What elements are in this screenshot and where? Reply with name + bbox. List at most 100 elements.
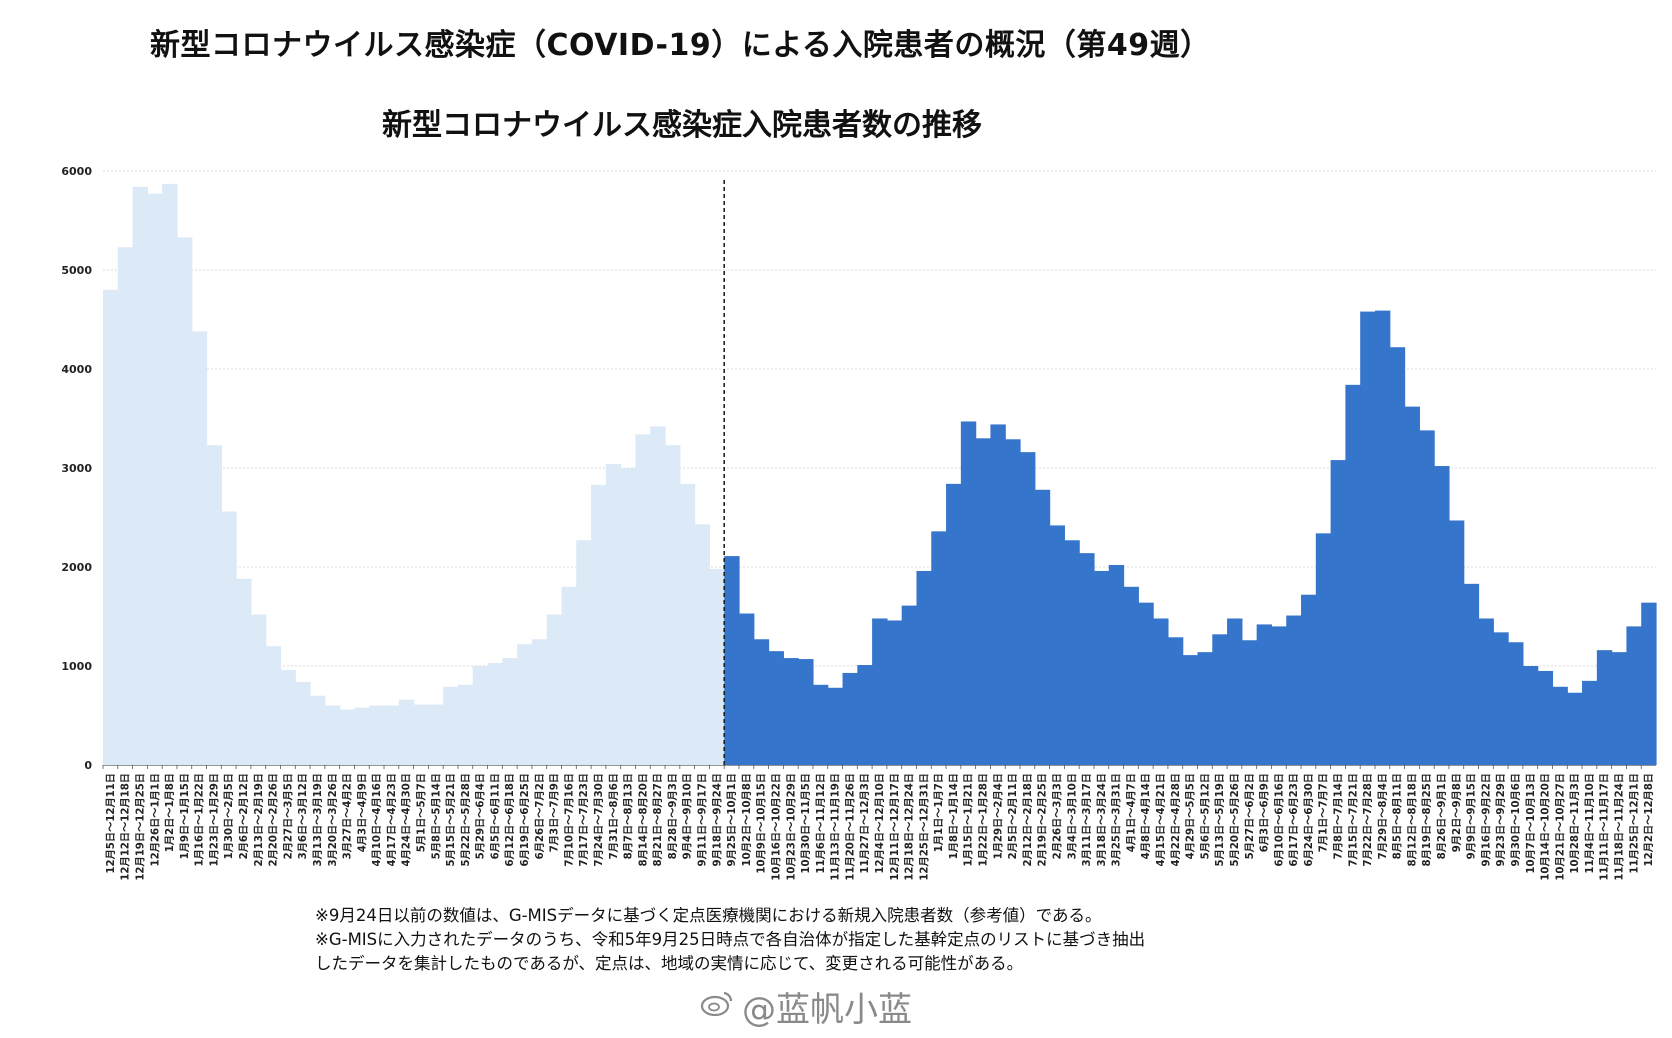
- bar: [502, 658, 518, 765]
- bar: [1123, 586, 1139, 765]
- x-tick-label: 3月4日〜3月10日: [1066, 773, 1078, 859]
- bar: [117, 247, 134, 766]
- x-tick-label: 11月13日〜11月19日: [830, 773, 842, 881]
- x-tick-label: 3月27日〜4月2日: [342, 773, 354, 859]
- bar: [783, 658, 799, 765]
- x-tick-label: 3月13日〜3月19日: [312, 773, 324, 866]
- x-tick-label: 9月30日〜10月6日: [1510, 773, 1522, 866]
- bar: [1463, 583, 1480, 765]
- x-tick-label: 3月18日〜3月24日: [1096, 773, 1108, 866]
- x-axis-ticks: 12月5日〜12月11日 12月12日〜12月18日 12月19日〜12月25日 12…: [102, 765, 1655, 881]
- x-tick-label: 1月16日〜1月22日: [194, 773, 206, 866]
- x-tick-label: 1月23日〜1月29日: [208, 773, 220, 866]
- x-tick-label: 5月29日〜6月4日: [475, 773, 487, 859]
- y-tick-label: 2000: [61, 561, 92, 574]
- y-tick-label: 1000: [61, 660, 92, 673]
- bar: [413, 704, 429, 765]
- bar: [1537, 670, 1554, 765]
- x-tick-label: 5月6日〜5月12日: [1199, 773, 1211, 859]
- bar: [1256, 624, 1273, 765]
- x-tick-label: 8月5日〜8月11日: [1392, 773, 1404, 859]
- bar: [827, 687, 844, 765]
- bar: [1167, 637, 1184, 765]
- bar: [457, 684, 474, 765]
- bar: [1493, 632, 1509, 765]
- bar: [990, 424, 1006, 765]
- y-tick-label: 3000: [61, 462, 92, 475]
- bar: [1596, 650, 1613, 765]
- x-tick-label: 9月11日〜9月17日: [697, 773, 709, 866]
- x-tick-label: 2月12日〜2月18日: [1022, 773, 1034, 866]
- bar: [1434, 466, 1450, 765]
- bar: [1641, 602, 1657, 765]
- x-tick-label: 12月18日〜12月24日: [904, 773, 916, 881]
- bar: [1064, 540, 1080, 765]
- x-tick-label: 1月29日〜2月4日: [992, 773, 1004, 859]
- bar: [842, 672, 858, 765]
- x-tick-label: 1月30日〜2月5日: [223, 773, 235, 859]
- x-tick-label: 5月8日〜5月14日: [430, 773, 442, 859]
- x-tick-label: 11月27日〜12月3日: [859, 773, 871, 874]
- x-tick-label: 9月25日〜10月1日: [726, 773, 738, 866]
- bar: [443, 686, 459, 765]
- x-tick-label: 5月1日〜5月7日: [415, 773, 427, 852]
- x-tick-label: 10月28日〜11月3日: [1569, 773, 1581, 874]
- x-tick-label: 6月19日〜6月25日: [519, 773, 531, 866]
- bar: [1182, 655, 1199, 765]
- x-tick-label: 6月10日〜6月16日: [1273, 773, 1285, 866]
- x-tick-label: 12月4日〜12月10日: [874, 773, 886, 874]
- bar: [931, 531, 947, 765]
- bar: [679, 483, 696, 765]
- x-tick-label: 10月9日〜10月15日: [756, 773, 768, 874]
- bar: [738, 613, 755, 765]
- x-tick-label: 2月20日〜2月26日: [268, 773, 280, 866]
- x-tick-label: 1月9日〜1月15日: [179, 773, 191, 859]
- x-tick-label: 9月4日〜9月10日: [682, 773, 694, 859]
- x-tick-label: 10月23日〜10月29日: [785, 773, 797, 881]
- bar: [709, 568, 725, 765]
- x-tick-label: 10月14日〜10月20日: [1540, 773, 1552, 881]
- bar: [1241, 640, 1258, 765]
- bar: [724, 556, 740, 765]
- y-axis-ticks: 0 1000 2000 3000 4000 5000 6000: [61, 165, 92, 772]
- bar: [1286, 615, 1302, 765]
- x-tick-label: 12月12日〜12月18日: [120, 773, 132, 881]
- bar: [591, 484, 607, 765]
- x-tick-label: 1月22日〜1月28日: [978, 773, 990, 866]
- x-tick-label: 12月11日〜12月17日: [889, 773, 901, 881]
- x-tick-label: 7月22日〜7月28日: [1362, 773, 1374, 866]
- bar: [620, 468, 637, 765]
- x-tick-label: 4月8日〜4月14日: [1140, 773, 1152, 859]
- x-tick-label: 7月24日〜7月30日: [593, 773, 605, 866]
- bar: [798, 659, 814, 765]
- x-tick-label: 11月20日〜11月26日: [844, 773, 856, 881]
- x-tick-label: 10月30日〜11月5日: [800, 773, 812, 874]
- bar: [206, 445, 222, 765]
- x-tick-label: 4月24日〜4月30日: [401, 773, 413, 866]
- x-tick-label: 7月8日〜7月14日: [1333, 773, 1345, 859]
- bar: [872, 618, 888, 765]
- bar: [1419, 430, 1435, 765]
- bar: [1448, 520, 1465, 765]
- x-tick-label: 11月18日〜11月24日: [1614, 773, 1626, 881]
- x-tick-label: 8月26日〜9月1日: [1436, 773, 1448, 859]
- x-tick-label: 8月14日〜8月20日: [637, 773, 649, 866]
- x-tick-label: 3月20日〜3月26日: [327, 773, 339, 866]
- x-tick-label: 2月5日〜2月11日: [1007, 773, 1019, 859]
- x-tick-label: 6月5日〜6月11日: [489, 773, 501, 859]
- bar: [384, 705, 400, 765]
- bar: [665, 445, 681, 765]
- x-tick-label: 6月17日〜6月23日: [1288, 773, 1300, 866]
- bar: [576, 540, 592, 765]
- x-tick-label: 8月12日〜8月18日: [1406, 773, 1418, 866]
- bar: [369, 705, 385, 765]
- x-tick-label: 3月11日〜3月17日: [1081, 773, 1093, 866]
- bar: [1360, 311, 1376, 765]
- bar: [428, 704, 444, 765]
- x-tick-label: 9月16日〜9月22日: [1480, 773, 1492, 866]
- x-tick-label: 12月2日〜12月8日: [1643, 773, 1655, 866]
- bar: [886, 620, 903, 765]
- x-tick-label: 2月13日〜2月19日: [253, 773, 265, 866]
- bar: [1315, 533, 1332, 765]
- bar: [147, 193, 163, 765]
